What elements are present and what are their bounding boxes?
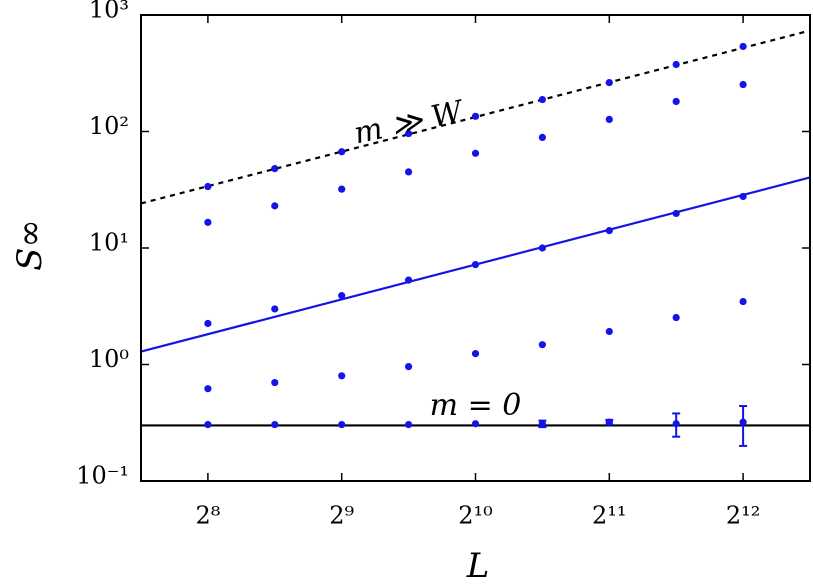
annotation: m = 0 (430, 388, 522, 423)
x-tick-label: 2¹⁰ (458, 502, 493, 530)
point (605, 78, 613, 87)
point (271, 378, 279, 387)
point (739, 192, 747, 201)
point (204, 420, 212, 429)
point (204, 218, 212, 226)
point (404, 276, 413, 284)
point (605, 327, 613, 336)
point (538, 133, 546, 141)
annotation: m ≫ W (351, 94, 468, 152)
x-axis-label: L (466, 546, 490, 585)
point (471, 149, 480, 157)
point (739, 297, 747, 306)
point (471, 112, 480, 120)
point (204, 182, 212, 191)
x-tick-label: 2¹¹ (592, 502, 627, 530)
point (739, 42, 747, 51)
point (471, 350, 480, 358)
y-tick-label: 10³ (89, 0, 129, 24)
point (338, 185, 346, 193)
point (338, 292, 346, 300)
point (204, 385, 212, 393)
point (338, 372, 346, 380)
point (271, 305, 279, 313)
point (271, 420, 279, 429)
point (404, 420, 413, 429)
point (204, 319, 212, 328)
point (538, 244, 546, 252)
point (404, 168, 413, 176)
point (672, 420, 680, 428)
point (605, 115, 613, 124)
point (471, 420, 480, 428)
y-axis-label: S∞ (10, 219, 50, 271)
point (739, 418, 747, 426)
point (338, 420, 346, 429)
point (338, 148, 346, 156)
point (271, 202, 279, 210)
point (672, 97, 680, 106)
point (538, 341, 546, 349)
point (538, 420, 546, 428)
x-tick-label: 2¹² (726, 502, 761, 530)
point (404, 362, 413, 371)
point (605, 418, 613, 426)
point (471, 261, 480, 269)
y-tick-label: 10¹ (89, 229, 129, 257)
point (739, 80, 747, 89)
point (605, 227, 613, 235)
point (404, 129, 413, 138)
point (271, 165, 279, 173)
point (672, 60, 680, 69)
point (672, 313, 680, 322)
y-tick-label: 10⁻¹ (76, 462, 129, 490)
x-tick-label: 2⁹ (329, 502, 354, 530)
plot-frame (140, 14, 811, 482)
point (672, 209, 680, 218)
x-tick-label: 2⁸ (195, 502, 220, 530)
y-tick-label: 10² (89, 112, 129, 140)
y-tick-label: 10⁰ (89, 345, 129, 373)
point (538, 95, 546, 104)
